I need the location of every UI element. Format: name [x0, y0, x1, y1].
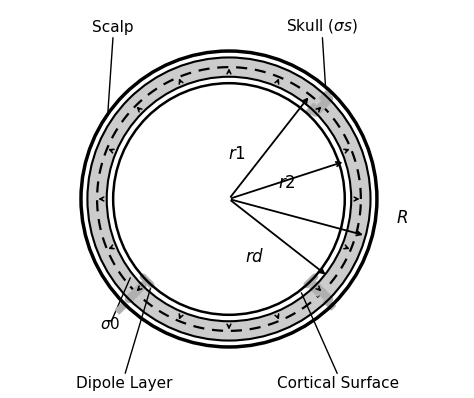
Text: Cortical Surface: Cortical Surface — [277, 376, 400, 391]
Text: $R$: $R$ — [396, 209, 408, 227]
Text: $\sigma 0$: $\sigma 0$ — [100, 316, 120, 332]
Bar — [310, 284, 322, 296]
Bar — [319, 90, 331, 102]
Text: Dipole Layer: Dipole Layer — [76, 376, 173, 391]
Bar — [115, 302, 127, 314]
Bar — [306, 103, 318, 115]
Text: Skull ($\sigma s$): Skull ($\sigma s$) — [286, 17, 358, 35]
Circle shape — [107, 77, 351, 321]
Bar — [323, 298, 335, 310]
Text: $r2$: $r2$ — [278, 174, 296, 192]
Text: Scalp: Scalp — [92, 20, 134, 35]
Text: $rd$: $rd$ — [245, 248, 264, 266]
Text: $r1$: $r1$ — [228, 145, 246, 163]
Circle shape — [81, 51, 377, 347]
Bar — [129, 288, 141, 300]
